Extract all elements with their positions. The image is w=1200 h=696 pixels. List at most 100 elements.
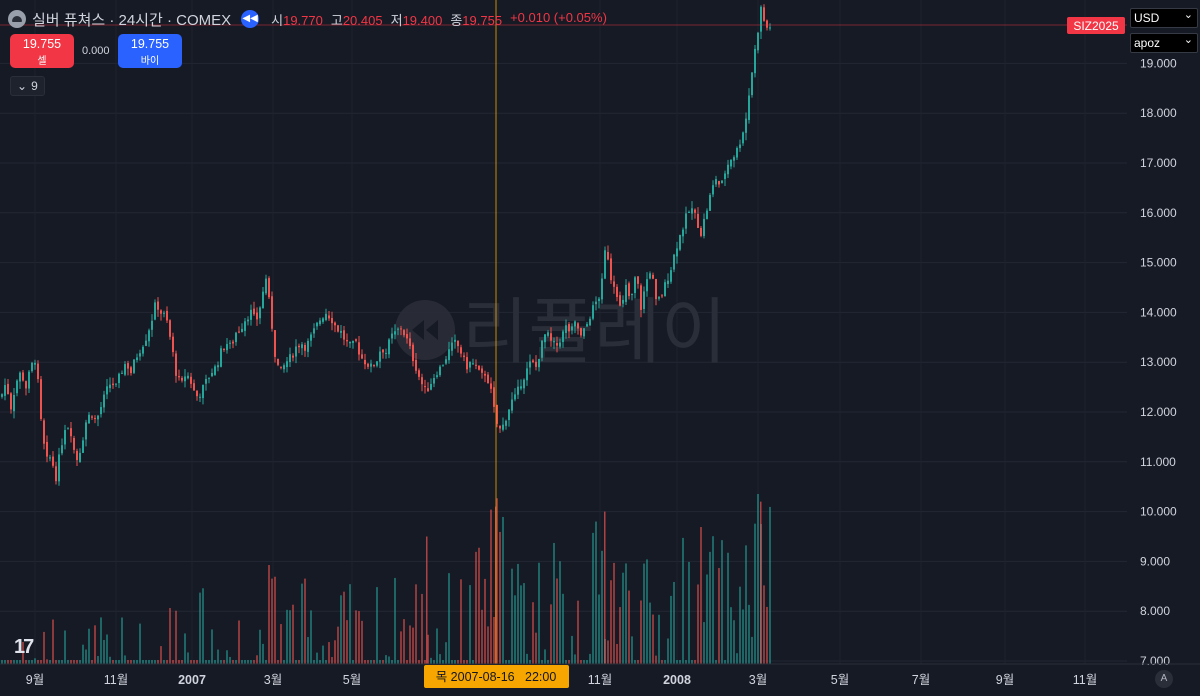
candle: [85, 419, 87, 447]
volume-bar: [532, 602, 534, 664]
candle: [31, 361, 33, 373]
candle: [460, 344, 462, 358]
candle: [223, 348, 225, 352]
volume-bar: [628, 590, 630, 664]
volume-bar: [589, 653, 591, 664]
time-axis-label: 7월: [912, 673, 930, 687]
volume-bar: [553, 542, 555, 664]
candle: [445, 355, 447, 365]
symbol-title[interactable]: 실버 퓨쳐스 · 24시간 · COMEX: [32, 11, 232, 29]
volume-bar: [292, 604, 294, 664]
tradingview-logo[interactable]: 17: [14, 636, 34, 658]
volume-bar: [691, 660, 693, 664]
volume-bar: [625, 563, 627, 664]
volume-bar: [364, 660, 366, 664]
currency-select[interactable]: USD: [1130, 6, 1198, 28]
volume-bar: [157, 660, 159, 664]
volume-bar: [769, 506, 771, 664]
volume-bar: [88, 628, 90, 664]
candle: [457, 340, 459, 353]
candle: [136, 353, 138, 363]
candle: [673, 253, 675, 273]
volume-bar: [409, 625, 411, 664]
candle: [37, 360, 39, 383]
volume-bar: [73, 660, 75, 664]
volume-bars: [1, 493, 771, 664]
symbol-icon[interactable]: [8, 10, 26, 28]
candle: [283, 363, 285, 373]
candle: [598, 297, 600, 309]
candle: [430, 378, 432, 391]
volume-bar: [706, 574, 708, 664]
volume-bar: [574, 654, 576, 664]
buy-button[interactable]: 19.755 바이: [118, 34, 182, 68]
volume-bar: [163, 660, 165, 664]
volume-bar: [355, 610, 357, 664]
volume-bar: [562, 593, 564, 664]
volume-bar: [76, 660, 78, 664]
volume-bar: [547, 660, 549, 664]
volume-bar: [61, 660, 63, 664]
candle: [208, 377, 210, 384]
candle: [58, 447, 60, 486]
candle: [409, 332, 411, 350]
volume-bar: [439, 654, 441, 664]
candle: [718, 180, 720, 188]
candle: [343, 326, 345, 346]
volume-bar: [226, 650, 228, 664]
candle: [322, 317, 324, 324]
indicator-toggle[interactable]: ⌄ 9: [10, 76, 45, 96]
time-axis-label: 2007: [178, 673, 206, 687]
candle: [652, 272, 654, 280]
candle: [154, 299, 156, 321]
volume-bar: [268, 565, 270, 664]
candle: [403, 329, 405, 338]
volume-bar: [709, 551, 711, 664]
volume-bar: [538, 562, 540, 664]
candle: [346, 333, 348, 347]
candle: [310, 332, 312, 347]
candle: [43, 418, 45, 450]
candle: [319, 317, 321, 327]
candle: [484, 370, 486, 383]
volume-bar: [304, 578, 306, 664]
candles: [1, 4, 771, 486]
volume-bar: [388, 656, 390, 664]
volume-bar: [43, 631, 45, 664]
price-axis-label: 9.000: [1140, 554, 1170, 568]
price-axis-label: 15.000: [1140, 256, 1177, 270]
replay-icon[interactable]: ◀◀: [241, 10, 260, 28]
volume-bar: [511, 568, 513, 664]
volume-bar: [643, 563, 645, 664]
candle: [610, 253, 612, 284]
candle: [268, 276, 270, 299]
sell-button[interactable]: 19.755 셀: [10, 34, 74, 68]
candle: [274, 330, 276, 363]
candle: [538, 358, 540, 372]
volume-bar: [670, 595, 672, 664]
volume-bar: [148, 660, 150, 664]
volume-bar: [346, 620, 348, 664]
candle: [217, 361, 219, 372]
candle: [211, 368, 213, 378]
volume-bar: [202, 588, 204, 664]
volume-bar: [673, 581, 675, 664]
volume-bar: [739, 586, 741, 664]
candle: [625, 279, 627, 305]
scale-select[interactable]: apoz: [1130, 31, 1198, 53]
auto-scale-button[interactable]: A: [1155, 670, 1173, 688]
volume-bar: [316, 652, 318, 664]
volume-bar: [577, 600, 579, 664]
candle: [709, 192, 711, 211]
volume-bar: [37, 660, 39, 664]
candle: [229, 340, 231, 349]
candle: [277, 358, 279, 367]
volume-bar: [688, 561, 690, 664]
candle: [121, 370, 123, 374]
candle: [742, 131, 744, 146]
volume-bar: [754, 523, 756, 664]
volume-bar: [136, 660, 138, 664]
volume-bar: [100, 617, 102, 664]
volume-bar: [586, 660, 588, 664]
